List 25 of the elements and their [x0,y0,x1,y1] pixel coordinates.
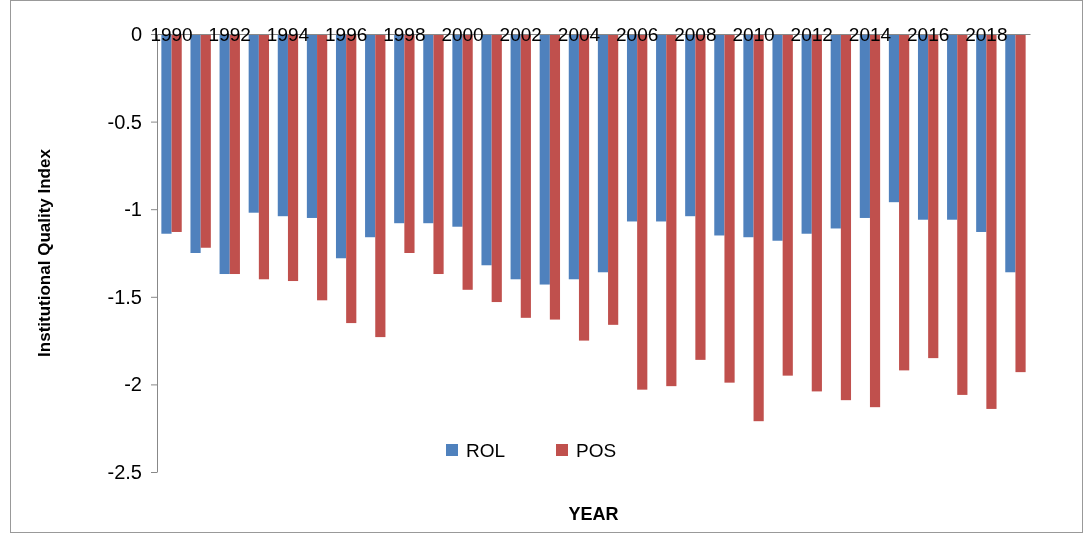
x-tick-label: 1990 [150,24,193,45]
x-tick-label: 2012 [790,24,833,45]
y-tick-label: -1.5 [107,285,142,308]
x-tick-label: 2014 [848,24,892,45]
x-axis-title: YEAR [568,504,619,524]
x-tick-label: 1996 [325,24,368,45]
x-tick-label: 2002 [499,24,542,45]
y-tick-label: -2.5 [107,460,142,483]
x-tick-label: 1994 [266,24,310,45]
x-tick-label: 2000 [441,24,484,45]
x-tick-label: 1998 [383,24,426,45]
y-tick-label: -1 [124,198,142,221]
y-tick-label: -0.5 [107,110,142,133]
y-tick-label: 0 [130,22,142,45]
x-tick-label: 2008 [674,24,717,45]
y-axis-title: Institutional Quality Index [35,148,54,357]
y-tick-label: -2 [124,373,142,396]
x-tick-label: 2018 [965,24,1008,45]
x-tick-label: 2010 [732,24,775,45]
x-tick-label: 2006 [616,24,659,45]
x-tick-label: 2004 [557,24,601,45]
x-tick-label: 1992 [208,24,251,45]
legend-label: POS [576,440,617,461]
x-tick-label: 2016 [907,24,950,45]
legend-label: ROL [466,440,506,461]
